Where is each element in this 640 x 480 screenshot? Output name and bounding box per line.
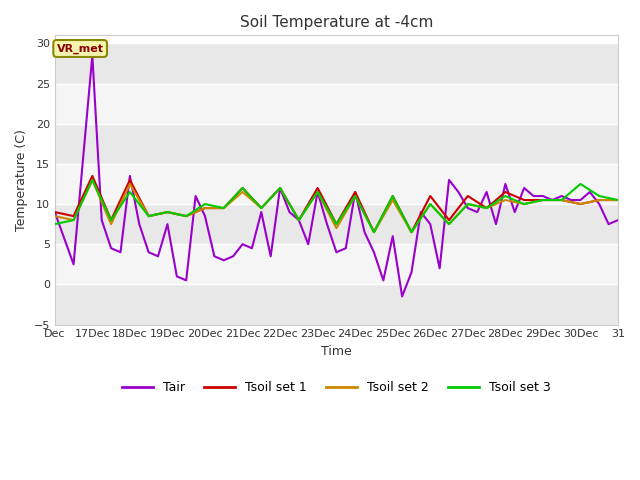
Bar <box>55 124 618 164</box>
X-axis label: Time: Time <box>321 345 352 358</box>
Bar <box>55 244 618 284</box>
Title: Soil Temperature at -4cm: Soil Temperature at -4cm <box>240 15 433 30</box>
Y-axis label: Temperature (C): Temperature (C) <box>15 129 28 231</box>
Bar <box>55 204 618 244</box>
Text: VR_met: VR_met <box>57 43 104 54</box>
Bar <box>55 43 618 84</box>
Bar <box>55 84 618 124</box>
Bar <box>55 164 618 204</box>
Legend: Tair, Tsoil set 1, Tsoil set 2, Tsoil set 3: Tair, Tsoil set 1, Tsoil set 2, Tsoil se… <box>117 376 556 399</box>
Bar <box>55 284 618 324</box>
